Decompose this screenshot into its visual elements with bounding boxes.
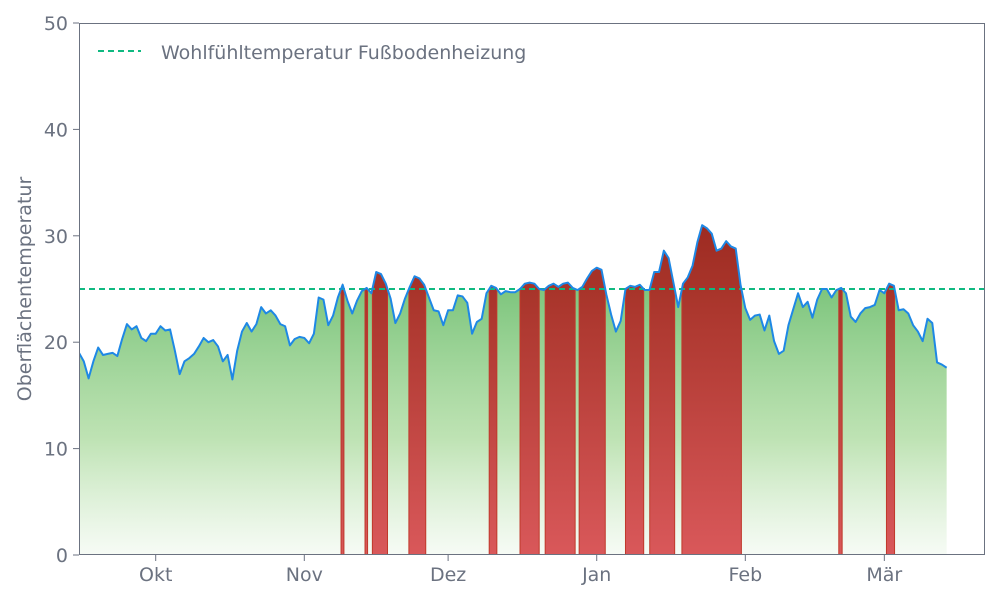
- x-tick-label: Jan: [581, 564, 611, 586]
- y-tick-label: 50: [44, 13, 68, 35]
- plot-frame: [79, 23, 985, 555]
- area-above-threshold-5: [519, 282, 540, 555]
- x-tick-label: Nov: [286, 564, 323, 586]
- x-tick-label: Mär: [866, 564, 902, 586]
- area-above-threshold-9: [649, 249, 676, 555]
- y-axis-label: Oberflächentemperatur: [14, 177, 36, 402]
- area-above-threshold-1: [364, 287, 369, 555]
- area-below-threshold: [79, 225, 947, 555]
- y-tick-label: 0: [56, 545, 68, 567]
- y-tick-label: 20: [44, 332, 68, 354]
- y-tick-label: 40: [44, 119, 68, 141]
- area-above-threshold-10: [681, 224, 742, 555]
- area-above-threshold-7: [578, 267, 606, 555]
- legend: Wohlfühltemperatur Fußbodenheizung: [98, 42, 526, 64]
- area-above-threshold-8: [624, 284, 645, 555]
- x-tick-label: Dez: [430, 564, 466, 586]
- area-above-threshold-0: [340, 283, 345, 555]
- x-tick-label: Feb: [728, 564, 762, 586]
- area-above-threshold-3: [408, 275, 427, 555]
- y-tick-label: 30: [44, 226, 68, 248]
- y-tick-label: 10: [44, 439, 68, 461]
- temperature-line: [79, 224, 948, 381]
- area-above-threshold-6: [544, 282, 576, 555]
- area-above-threshold-4: [488, 285, 498, 555]
- x-tick-label: Okt: [139, 564, 172, 586]
- area-above-threshold-2: [371, 271, 389, 555]
- legend-threshold-label: Wohlfühltemperatur Fußbodenheizung: [161, 42, 526, 64]
- area-above-threshold-12: [885, 283, 896, 555]
- area-above-threshold-11: [838, 287, 843, 555]
